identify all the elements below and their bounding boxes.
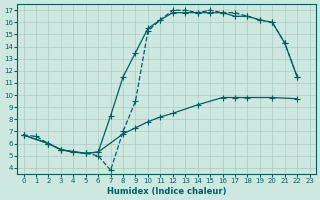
X-axis label: Humidex (Indice chaleur): Humidex (Indice chaleur) (107, 187, 226, 196)
